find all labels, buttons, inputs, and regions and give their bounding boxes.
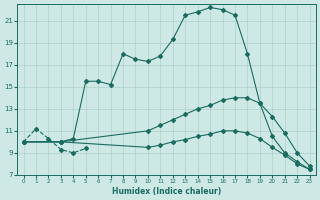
X-axis label: Humidex (Indice chaleur): Humidex (Indice chaleur)	[112, 187, 221, 196]
